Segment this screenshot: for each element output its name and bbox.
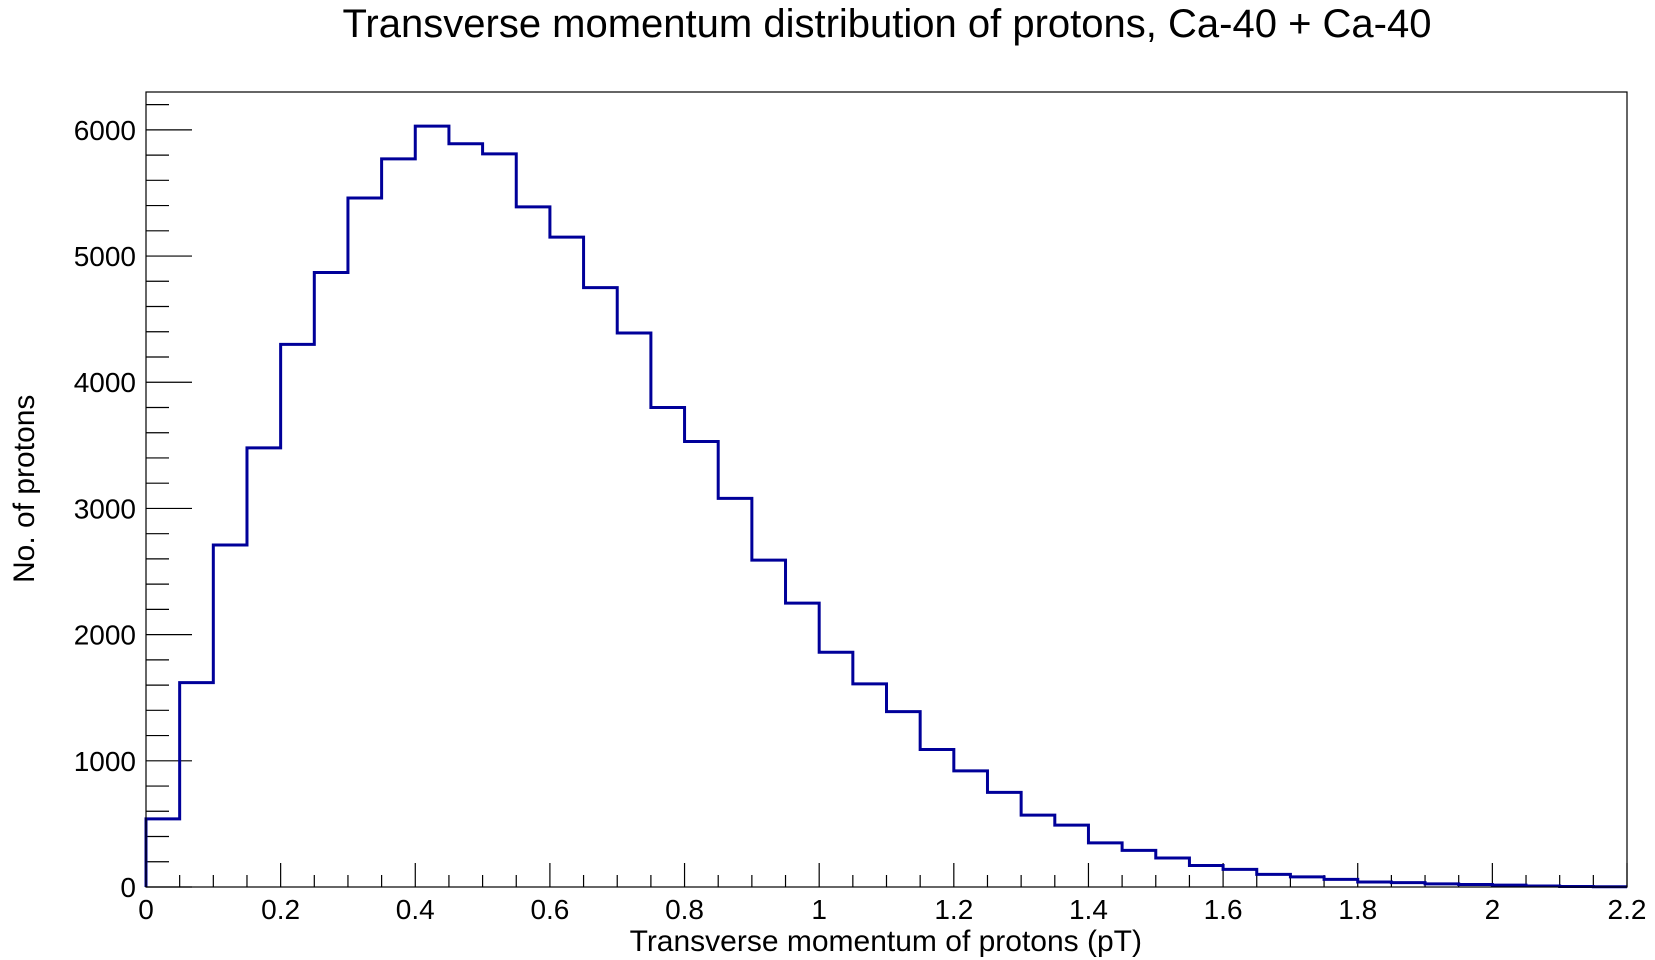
histogram-bins (146, 126, 1627, 887)
x-tick-label: 2.2 (1608, 894, 1647, 925)
y-tick-label: 1000 (74, 746, 136, 777)
x-tick-label: 1.4 (1069, 894, 1108, 925)
y-tick-label: 6000 (74, 115, 136, 146)
histogram-bin (146, 819, 180, 887)
x-tick-label: 2 (1485, 894, 1501, 925)
histogram-bin (415, 126, 449, 887)
histogram-bin (819, 652, 853, 887)
x-tick-label: 1.2 (934, 894, 973, 925)
histogram-bin (1358, 882, 1392, 887)
x-axis-ticks: 0 0.2 0.4 0.6 0.8 1 1.2 1.4 1.6 1.8 2 2.2 (138, 863, 1646, 925)
histogram-bin (718, 498, 752, 887)
x-tick-label: 0.8 (665, 894, 704, 925)
histogram-bin (887, 712, 921, 887)
y-axis-label: No. of protons (8, 395, 41, 583)
chart-title: Transverse momentum distribution of prot… (342, 2, 1431, 46)
y-tick-label: 5000 (74, 241, 136, 272)
histogram-bin (954, 771, 988, 887)
histogram-bin (1021, 815, 1055, 887)
x-tick-label: 1.8 (1338, 894, 1377, 925)
histogram-bin (247, 448, 281, 887)
histogram-bin (1156, 858, 1190, 887)
histogram-bin (651, 407, 685, 887)
x-axis-label: Transverse momentum of protons (pT) (630, 925, 1142, 958)
histogram-bin (920, 749, 954, 887)
histogram-series-line (144, 124, 1627, 889)
histogram-bin (1290, 877, 1324, 887)
histogram-bin (516, 207, 550, 887)
histogram-bin (213, 545, 247, 887)
histogram-bin (382, 159, 416, 887)
x-tick-label: 0.2 (261, 894, 300, 925)
x-tick-label: 0.4 (396, 894, 435, 925)
histogram-bin (1189, 866, 1223, 887)
plot-frame (145, 91, 1628, 888)
x-tick-label: 1 (811, 894, 827, 925)
histogram-bin (752, 560, 786, 887)
histogram-bin (1223, 869, 1257, 887)
histogram-bin (1122, 850, 1156, 887)
y-tick-label: 4000 (74, 367, 136, 398)
histogram-bin (786, 603, 820, 887)
histogram-bin (1391, 883, 1425, 887)
x-tick-label: 0 (138, 894, 154, 925)
y-tick-label: 3000 (74, 493, 136, 524)
histogram-bin (281, 344, 315, 887)
histogram-bin (314, 272, 348, 887)
histogram-bin (1055, 825, 1089, 887)
histogram-bin (348, 198, 382, 887)
histogram-bin (483, 154, 517, 887)
histogram-bin (180, 683, 214, 887)
histogram-bin (1088, 843, 1122, 887)
histogram-bin (1324, 879, 1358, 887)
y-axis-ticks: 0 1000 2000 3000 4000 5000 6000 (74, 104, 192, 903)
histogram-bin (584, 288, 618, 887)
histogram-bin (617, 333, 651, 887)
histogram-bin (685, 442, 719, 887)
x-tick-label: 0.6 (530, 894, 569, 925)
histogram-bin (853, 684, 887, 887)
histogram-bin (449, 144, 483, 887)
y-tick-label: 2000 (74, 620, 136, 651)
histogram-bin (1257, 874, 1291, 887)
x-tick-label: 1.6 (1204, 894, 1243, 925)
histogram-bin (987, 792, 1021, 887)
histogram-bin (550, 237, 584, 887)
y-tick-label: 0 (120, 872, 136, 903)
